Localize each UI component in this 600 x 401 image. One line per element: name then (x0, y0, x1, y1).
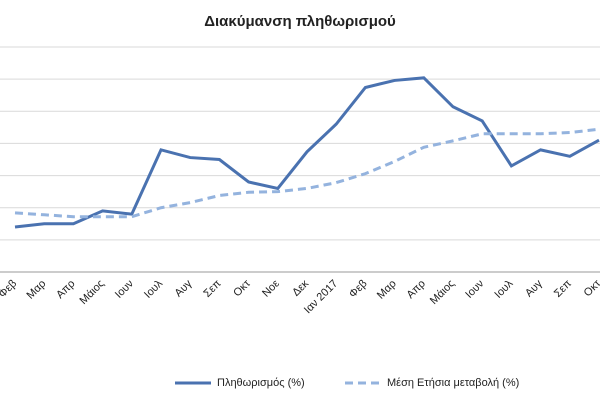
x-axis: Φεβ Μαρ Απρ Μάιος Ιουν Ιουλ Αυγ Σεπ Οκτ Νοε ΔεκΙαν… (0, 277, 600, 316)
x-tick-label: Ιουν (463, 277, 486, 300)
x-tick-label: Αυγ (173, 277, 195, 299)
legend-label: Πληθωρισμός (%) (217, 377, 305, 389)
x-tick-label: Απρ (54, 278, 77, 301)
line-series (14, 127, 600, 219)
x-tick-label: Αυγ (523, 277, 545, 299)
x-tick-label: Φεβ (0, 278, 19, 301)
x-tick-label: Ιουν (113, 277, 136, 300)
x-tick-label: Νοε (260, 278, 282, 300)
x-tick-label: Μάιος (428, 278, 457, 307)
x-tick-label: Ιουλ (492, 277, 515, 300)
x-tick-label: Μάιος (78, 278, 107, 307)
chart-title: Διακύμανση πληθωρισμού (204, 13, 396, 30)
x-tick-label: Σεπ (201, 277, 223, 299)
x-tick-label: Σεπ (552, 277, 574, 299)
x-tick-label: Οκτ (582, 277, 600, 299)
line-series (14, 76, 600, 229)
plot-area (0, 46, 600, 273)
x-tick-label: Δεκ (290, 277, 311, 298)
x-tick-label: Απρ (405, 278, 428, 301)
legend-label: Μέση Ετήσια μεταβολή (%) (387, 377, 519, 389)
x-tick-label: Μαρ (24, 278, 48, 302)
x-tick-label: Φεβ (347, 278, 370, 301)
x-tick-label: Μαρ (375, 278, 399, 302)
x-tick-label: Οκτ (231, 277, 253, 299)
legend: Πληθωρισμός (%) Μέση Ετήσια μεταβολή (%) (175, 377, 519, 389)
x-tick-label: Ιουλ (142, 277, 165, 300)
